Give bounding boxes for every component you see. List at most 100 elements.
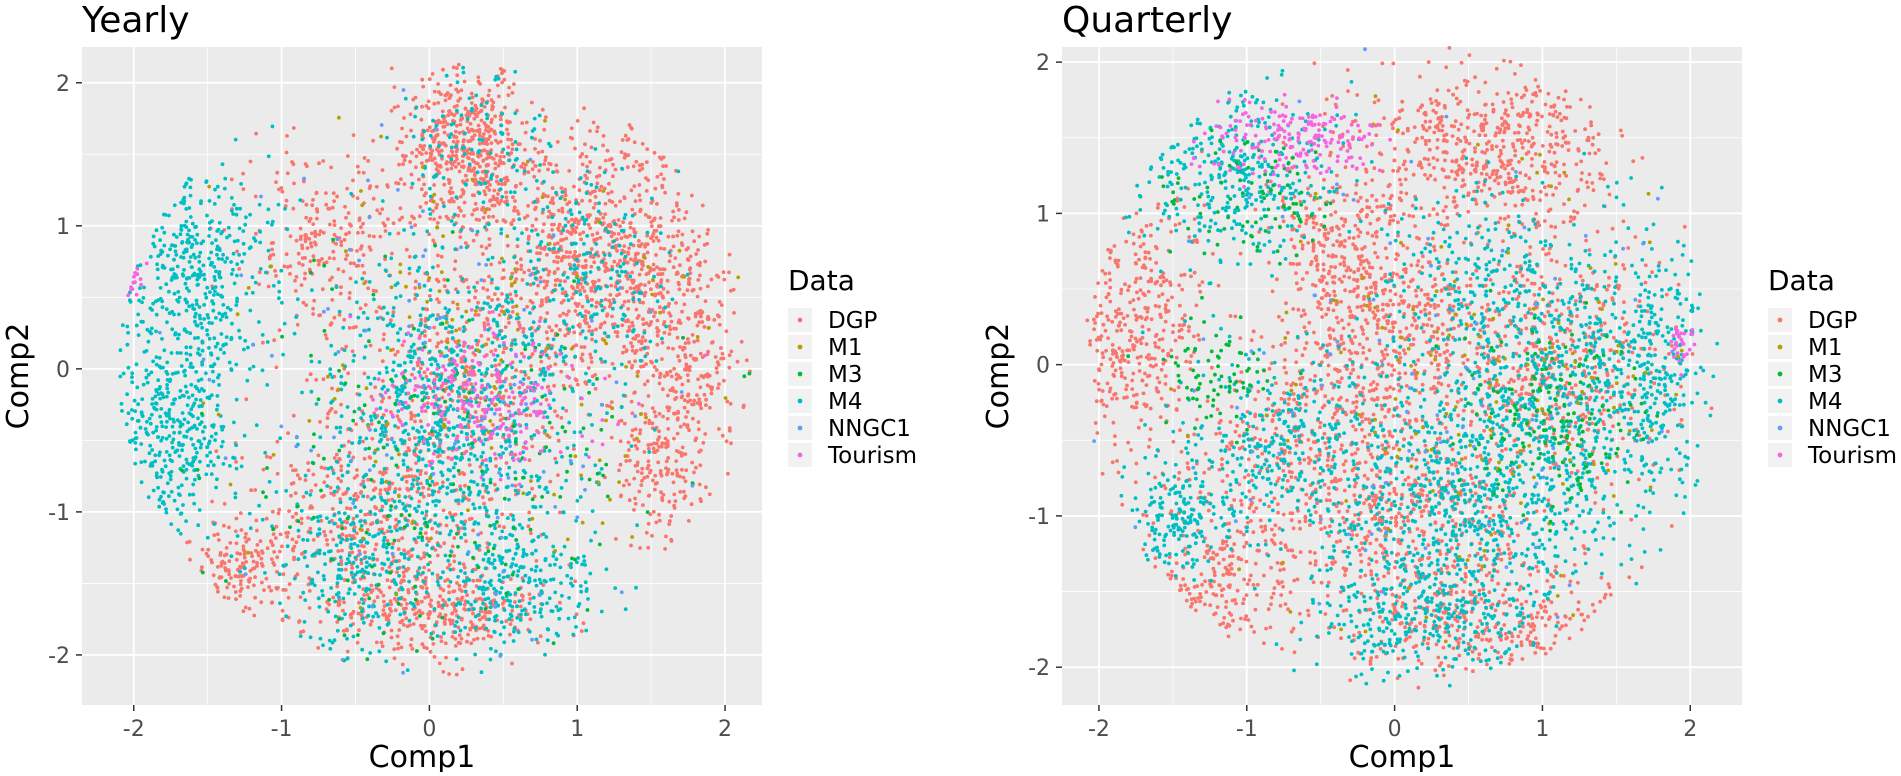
point-m4 xyxy=(453,630,457,634)
point-dgp xyxy=(442,509,446,513)
point-dgp xyxy=(670,320,674,324)
point-m4 xyxy=(594,349,598,353)
point-dgp xyxy=(556,414,560,418)
point-m4 xyxy=(150,327,154,331)
point-m4 xyxy=(412,478,416,482)
point-dgp xyxy=(382,332,386,336)
point-dgp xyxy=(397,642,401,646)
point-dgp xyxy=(339,464,343,468)
point-dgp xyxy=(609,284,613,288)
point-dgp xyxy=(305,203,309,207)
point-dgp xyxy=(485,317,489,321)
point-m4 xyxy=(284,614,288,618)
point-dgp xyxy=(299,235,303,239)
point-dgp xyxy=(558,601,562,605)
point-dgp xyxy=(331,538,335,542)
point-m4 xyxy=(508,617,512,621)
point-dgp xyxy=(443,284,447,288)
point-dgp xyxy=(297,535,301,539)
point-dgp xyxy=(532,175,536,179)
point-m4 xyxy=(620,363,624,367)
point-m4 xyxy=(460,315,464,319)
point-dgp xyxy=(639,365,643,369)
point-dgp xyxy=(258,270,262,274)
point-m4 xyxy=(127,411,131,415)
point-dgp xyxy=(572,185,576,189)
point-m4 xyxy=(195,427,199,431)
point-dgp xyxy=(699,385,703,389)
point-dgp xyxy=(652,450,656,454)
point-dgp xyxy=(621,220,625,224)
point-m4 xyxy=(328,639,332,643)
point-dgp xyxy=(599,236,603,240)
point-dgp xyxy=(307,469,311,473)
point-m4 xyxy=(180,483,184,487)
point-dgp xyxy=(394,608,398,612)
point-m4 xyxy=(530,136,534,140)
point-dgp xyxy=(368,234,372,238)
point-dgp xyxy=(272,338,276,342)
point-dgp xyxy=(677,281,681,285)
point-m4 xyxy=(426,405,430,409)
point-dgp xyxy=(551,186,555,190)
point-m4 xyxy=(443,354,447,358)
point-m4 xyxy=(152,235,156,239)
point-dgp xyxy=(405,480,409,484)
point-m4 xyxy=(263,571,267,575)
point-dgp xyxy=(255,529,259,533)
point-dgp xyxy=(715,274,719,278)
point-dgp xyxy=(657,513,661,517)
point-dgp xyxy=(409,417,413,421)
point-dgp xyxy=(345,628,349,632)
point-m4 xyxy=(258,203,262,207)
point-dgp xyxy=(267,285,271,289)
point-m4 xyxy=(486,491,490,495)
point-dgp xyxy=(626,307,630,311)
point-dgp xyxy=(527,511,531,515)
point-dgp xyxy=(670,472,674,476)
point-dgp xyxy=(565,202,569,206)
point-m4 xyxy=(569,267,573,271)
point-dgp xyxy=(553,409,557,413)
point-dgp xyxy=(610,190,614,194)
point-dgp xyxy=(547,215,551,219)
point-m4 xyxy=(586,169,590,173)
point-m4 xyxy=(624,255,628,259)
point-m4 xyxy=(299,634,303,638)
point-dgp xyxy=(503,182,507,186)
point-dgp xyxy=(432,183,436,187)
point-m4 xyxy=(364,447,368,451)
point-m4 xyxy=(470,109,474,113)
point-dgp xyxy=(456,90,460,94)
point-dgp xyxy=(523,216,527,220)
point-m4 xyxy=(188,493,192,497)
point-m4 xyxy=(386,311,390,315)
point-dgp xyxy=(672,327,676,331)
point-dgp xyxy=(589,265,593,269)
point-dgp xyxy=(687,258,691,262)
point-dgp xyxy=(335,195,339,199)
point-dgp xyxy=(688,268,692,272)
point-dgp xyxy=(672,481,676,485)
point-m4 xyxy=(422,129,426,133)
point-m4 xyxy=(446,478,450,482)
point-dgp xyxy=(373,385,377,389)
point-m4 xyxy=(475,305,479,309)
point-m4 xyxy=(142,383,146,387)
point-m4 xyxy=(428,207,432,211)
point-m4 xyxy=(402,228,406,232)
point-m4 xyxy=(386,603,390,607)
point-m4 xyxy=(170,490,174,494)
point-dgp xyxy=(418,609,422,613)
point-dgp xyxy=(575,304,579,308)
point-m4 xyxy=(431,500,435,504)
point-m4 xyxy=(185,458,189,462)
point-dgp xyxy=(698,483,702,487)
point-m4 xyxy=(479,606,483,610)
point-dgp xyxy=(249,569,253,573)
point-dgp xyxy=(659,280,663,284)
point-dgp xyxy=(361,440,365,444)
point-dgp xyxy=(422,555,426,559)
point-dgp xyxy=(609,302,613,306)
point-dgp xyxy=(661,296,665,300)
